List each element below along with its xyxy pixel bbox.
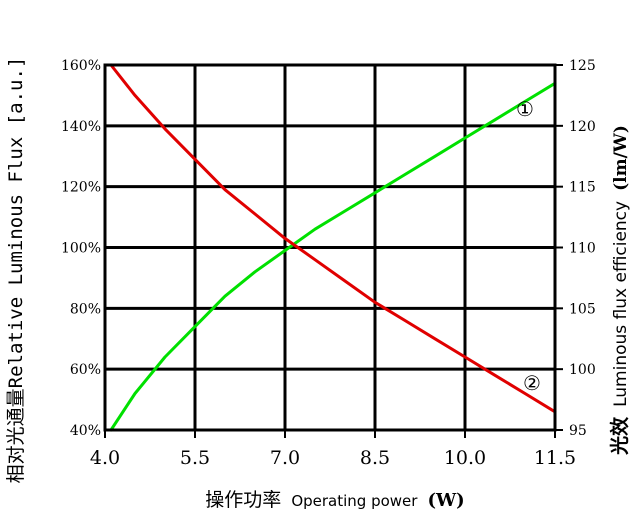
y-left-tick-label-3: 100% [61, 241, 101, 257]
y-right-tick-label-6: 125 [569, 58, 596, 74]
y-right-tick-label-2: 105 [569, 301, 596, 317]
x-tick-label-4: 10.0 [444, 447, 486, 469]
y-left-axis-ticks: 40% 60% 80% 100% 120% 140% 160% [61, 58, 101, 439]
x-axis-title-unit: (W) [427, 490, 464, 511]
y-right-axis-title: 光效 Luminous flux efficiency (lm/W) [608, 125, 631, 456]
x-axis-title-cn: 操作功率 [205, 489, 281, 511]
series-line-2 [109, 63, 557, 414]
y-left-tick-label-2: 80% [70, 301, 101, 317]
series-lines [109, 63, 557, 432]
series-line-1 [109, 81, 557, 432]
x-tick-label-3: 8.5 [360, 447, 390, 469]
x-tick-label-0: 4.0 [90, 447, 120, 469]
y-left-axis-title: 相对光通量Relative Luminous Flux [a.u.] [5, 57, 27, 484]
series-label-2: ② [523, 371, 541, 395]
x-tick-label-5: 11.5 [534, 447, 576, 469]
x-axis-ticks: 4.0 5.5 7.0 8.5 10.0 11.5 [90, 430, 576, 469]
y-right-tick-label-4: 115 [569, 180, 596, 196]
gridlines [103, 63, 557, 432]
y-left-tick-label-5: 140% [61, 119, 101, 135]
x-axis-title: 操作功率 Operating power (W) [205, 489, 464, 511]
y-left-tick-label-0: 40% [70, 423, 101, 439]
y-right-tick-label-0: 95 [569, 423, 587, 439]
y-right-tick-label-1: 100 [569, 362, 596, 378]
y-right-axis-title-en: Luminous flux efficiency [611, 201, 631, 407]
y-right-axis-title-unit: (lm/W) [611, 125, 631, 191]
x-tick-label-1: 5.5 [180, 447, 210, 469]
y-left-tick-label-1: 60% [70, 362, 101, 378]
x-tick-label-2: 7.0 [270, 447, 300, 469]
x-axis-title-en: Operating power [291, 492, 418, 510]
series-label-1: ① [516, 97, 534, 121]
y-right-axis-ticks: 95 100 105 110 115 120 125 [555, 58, 596, 439]
y-right-axis-title-cn: 光效 [608, 417, 631, 456]
y-right-tick-label-5: 120 [569, 119, 596, 135]
y-left-tick-label-6: 160% [61, 58, 101, 74]
y-right-tick-label-3: 110 [569, 241, 596, 257]
y-left-tick-label-4: 120% [61, 180, 101, 196]
